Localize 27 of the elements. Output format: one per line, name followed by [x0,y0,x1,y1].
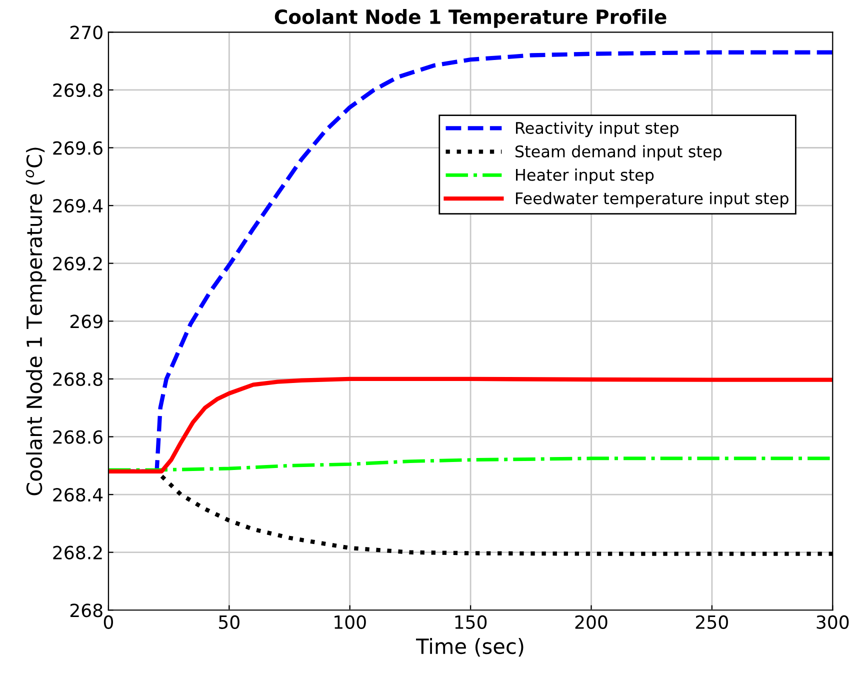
x-tick-label: 0 [104,615,114,629]
x-tick-label: 100 [334,615,366,629]
line-series [108,456,833,472]
y-tick-label: 269.2 [53,256,102,270]
y-axis-title: Coolant Node 1 Temperature ($^{o}$C) [26,148,46,496]
y-tick-label: 268.4 [53,488,103,502]
x-tick-label: 300 [816,615,849,629]
x-tick-label: 50 [219,615,240,629]
y-tick-label: 268.6 [53,430,102,444]
y-tick-label: 269.8 [53,83,102,98]
y-tick-label: 269.6 [53,141,102,155]
legend-label: Feedwater temperature input step [516,192,788,208]
x-tick-label: 250 [696,615,728,629]
y-tick-label: 268.2 [53,546,102,560]
y-tick-label: 269.4 [53,199,103,213]
chart-title: Coolant Node 1 Temperature Profile [274,9,666,28]
x-tick-label: 200 [575,615,608,629]
x-axis-title: Time (sec) [416,638,524,657]
y-tick-label: 270 [70,26,102,40]
y-tick-label: 268 [70,604,102,618]
y-tick-label: 269 [70,314,102,328]
x-tick-label: 150 [455,615,487,629]
y-tick-label: 268.8 [53,372,102,386]
legend-label: Reactivity input step [516,122,678,138]
legend-label: Steam demand input step [516,145,722,161]
legend-label: Heater input step [516,168,654,184]
line-series [108,376,833,474]
